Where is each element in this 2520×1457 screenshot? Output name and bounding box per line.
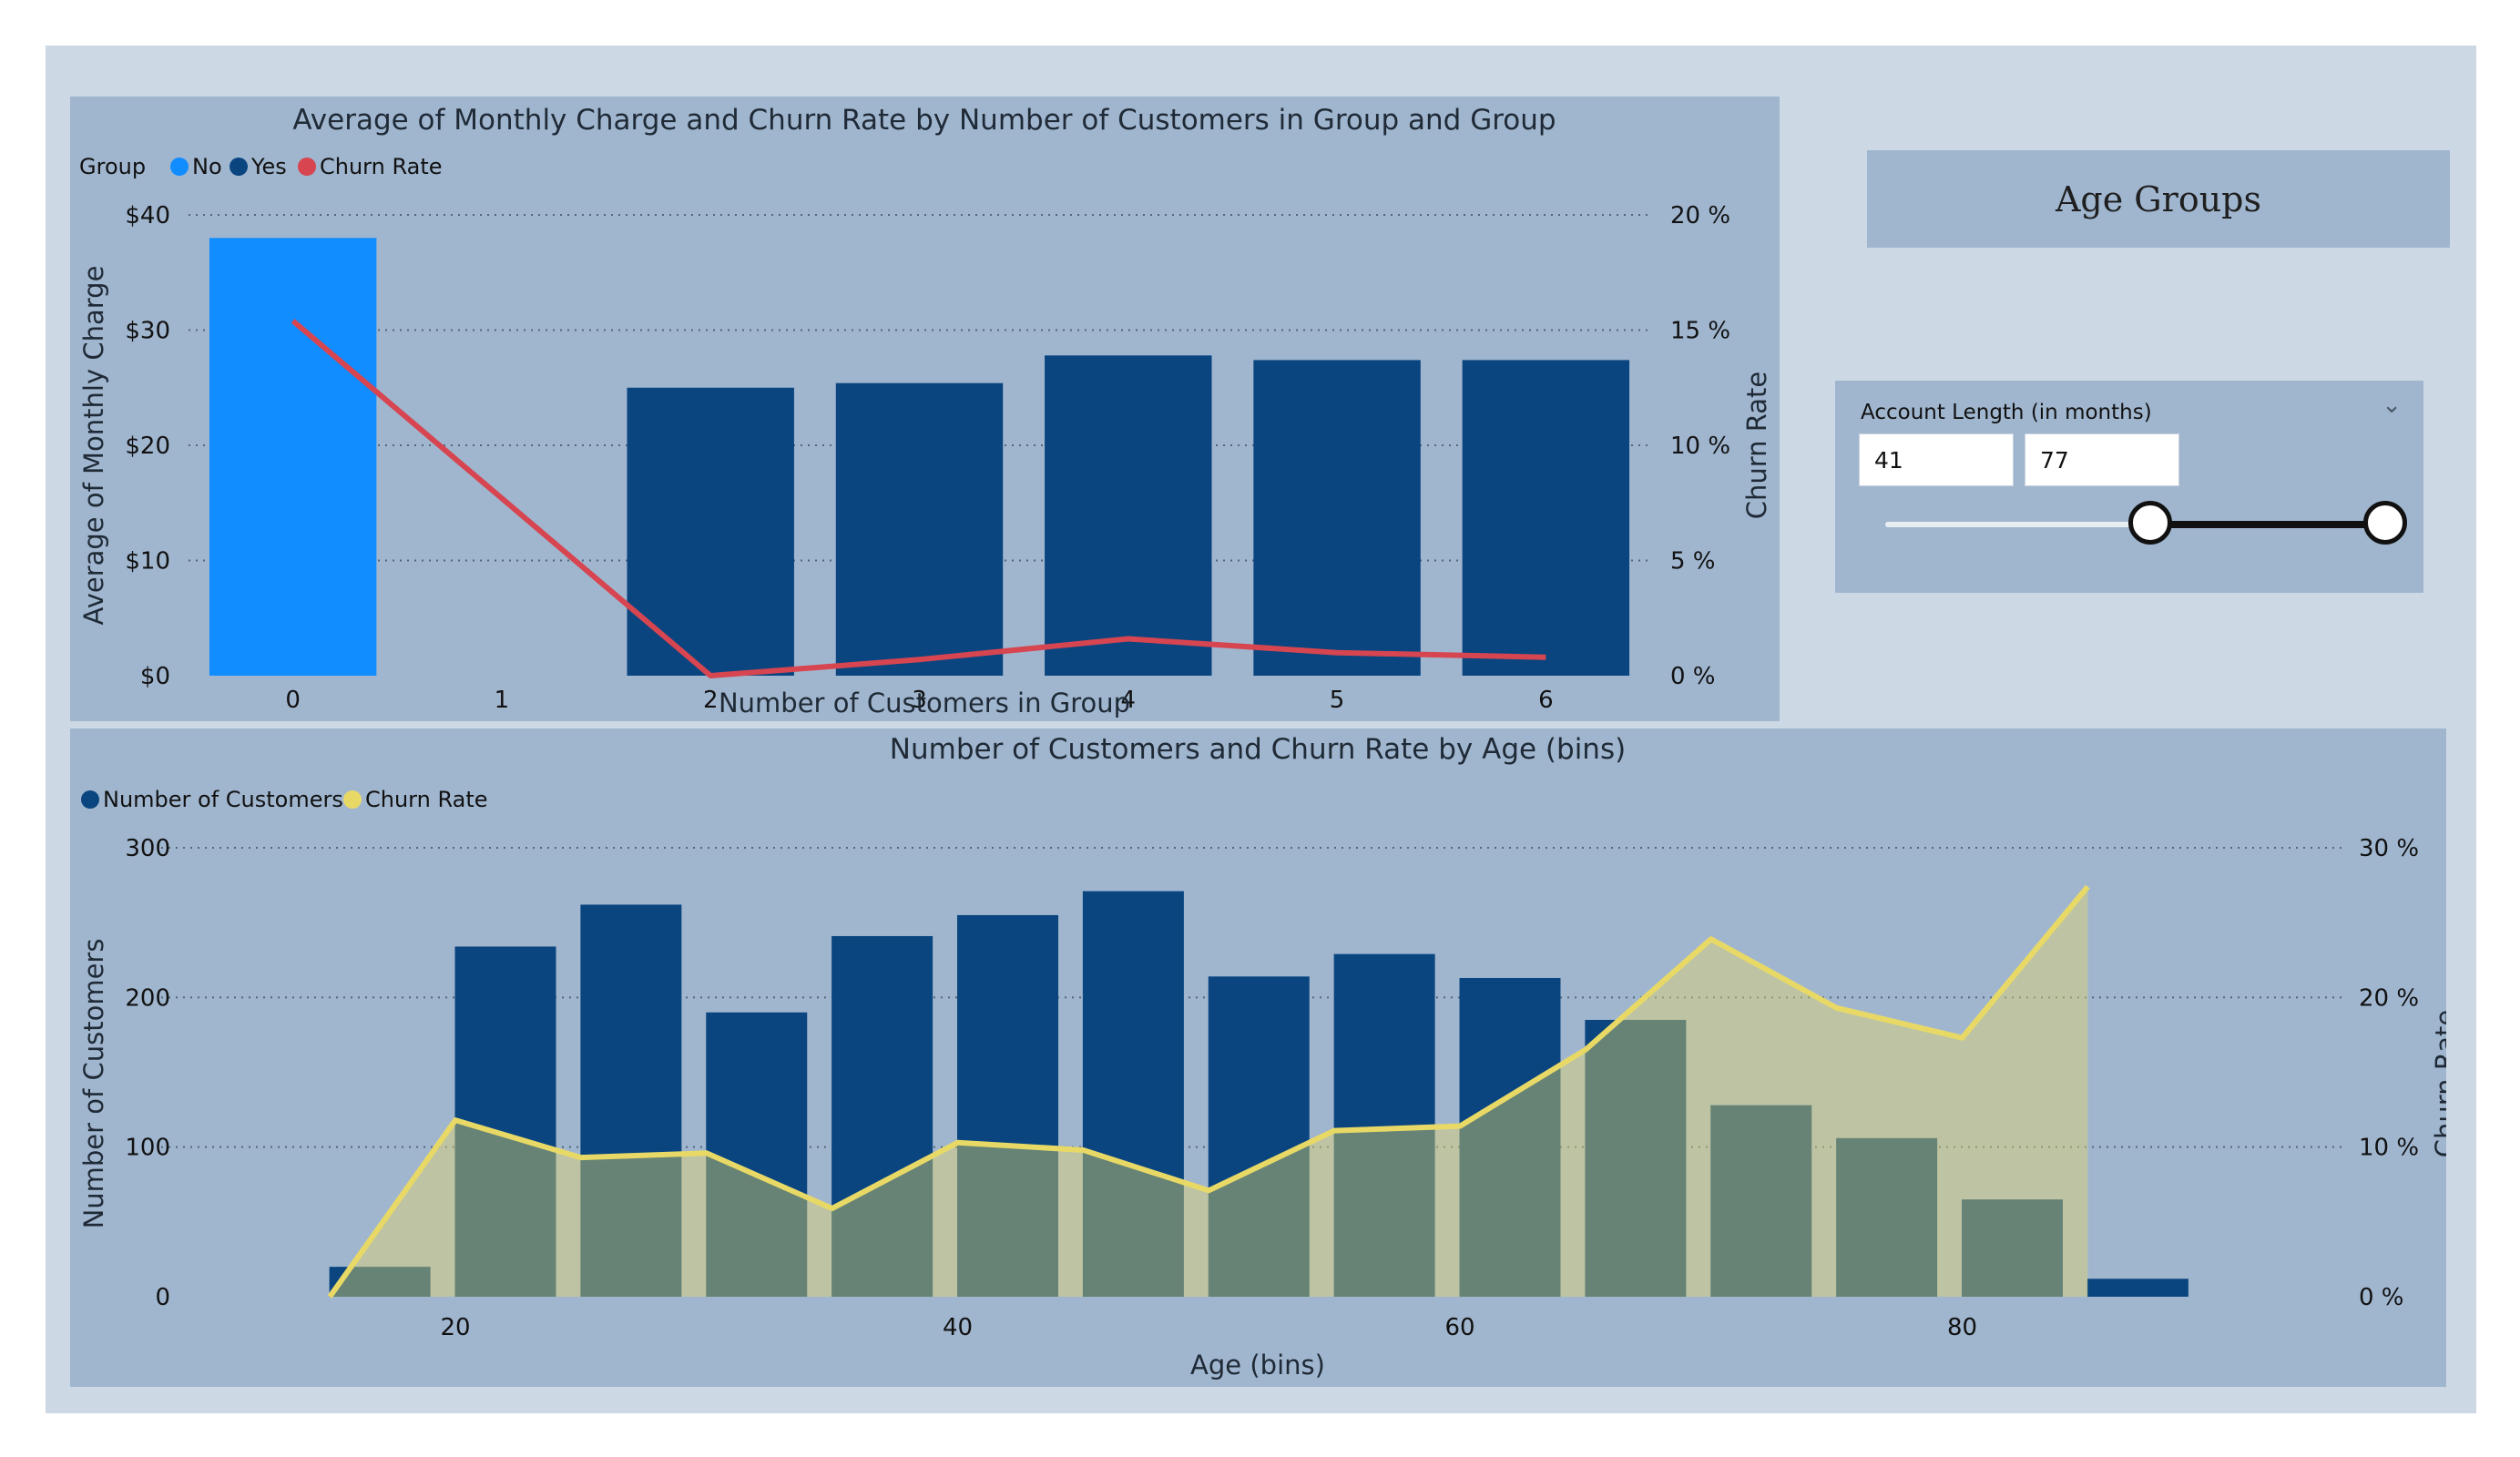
chevron-down-icon[interactable]: ⌄ [2382, 392, 2402, 419]
legend-label: Yes [250, 154, 287, 179]
y-tick-label: 0 [155, 1284, 170, 1311]
legend-label: No [192, 154, 222, 179]
x-tick-label: 60 [1444, 1314, 1474, 1341]
legend-label: Number of Customers [103, 787, 343, 812]
report-canvas: Average of Monthly Charge and Churn Rate… [46, 46, 2476, 1413]
y-tick-label: $20 [125, 433, 170, 460]
x-tick-label: 3 [912, 687, 927, 714]
legend-marker [81, 790, 99, 809]
legend-label: Churn Rate [320, 154, 443, 179]
bar [209, 238, 377, 676]
y-tick-label: 200 [125, 984, 170, 1012]
bar [627, 387, 794, 676]
bar [2086, 1279, 2188, 1297]
bar [1045, 355, 1212, 676]
account-length-slicer[interactable]: Account Length (in months) ⌄ 41 77 [1835, 381, 2423, 593]
age-groups-title: Age Groups [1867, 150, 2450, 248]
chart-title: Number of Customers and Churn Rate by Ag… [890, 733, 1626, 766]
y-tick-label: $30 [125, 318, 170, 345]
y2-tick-label: 0 % [2359, 1284, 2404, 1311]
bar [1082, 891, 1184, 1297]
bar [1459, 977, 1561, 1297]
y2-tick-label: 5 % [1670, 548, 1716, 576]
y2-axis-title: Churn Rate [2430, 1010, 2446, 1158]
x-tick-label: 1 [495, 687, 510, 714]
slicer-min-handle[interactable] [2128, 501, 2172, 545]
age-groups-title-text: Age Groups [2055, 178, 2262, 219]
x-tick-label: 5 [1330, 687, 1345, 714]
slicer-title: Account Length (in months) [1861, 401, 2152, 424]
x-tick-label: 20 [440, 1314, 470, 1341]
slicer-min-input[interactable]: 41 [1859, 433, 2014, 486]
bar [580, 904, 682, 1297]
y-tick-label: $10 [125, 548, 170, 576]
legend-title: Group [79, 154, 146, 179]
legend-label: Churn Rate [365, 787, 488, 812]
y2-tick-label: 30 % [2359, 835, 2419, 862]
x-tick-label: 40 [943, 1314, 973, 1341]
bar [1710, 1105, 1812, 1297]
x-tick-label: 80 [1947, 1314, 1977, 1341]
legend-marker [298, 158, 316, 176]
bar [835, 382, 1004, 676]
legend-marker [343, 790, 362, 809]
y2-tick-label: 20 % [2359, 984, 2419, 1012]
x-axis-title: Number of Customers in Group [719, 688, 1130, 718]
x-tick-label: 6 [1538, 687, 1554, 714]
bar [1585, 1019, 1687, 1297]
age-chart-panel: Number of Customers and Churn Rate by Ag… [70, 728, 2461, 1387]
x-axis-title: Age (bins) [1190, 1350, 1325, 1381]
bar [1962, 1199, 2063, 1297]
x-tick-label: 0 [285, 687, 301, 714]
bar [706, 1012, 808, 1297]
y2-tick-label: 10 % [2359, 1135, 2419, 1162]
y2-tick-label: 15 % [1670, 318, 1730, 345]
monthly-charge-churn-chart[interactable]: Average of Monthly Charge and Churn Rate… [70, 97, 1780, 721]
monthly-charge-chart-panel: Average of Monthly Charge and Churn Rate… [70, 97, 1780, 721]
bar [454, 946, 556, 1297]
y-axis-title: Average of Monthly Charge [78, 266, 109, 626]
slicer-max-input[interactable]: 77 [2025, 433, 2179, 486]
y2-tick-label: 10 % [1670, 433, 1730, 460]
slicer-track-selected[interactable] [2149, 521, 2386, 528]
y-axis-title: Number of Customers [78, 939, 109, 1229]
churn-rate-line [327, 884, 2090, 1299]
bar [1208, 976, 1310, 1297]
bar [1836, 1137, 1938, 1297]
y-tick-label: $40 [125, 202, 170, 229]
legend-marker [230, 158, 248, 176]
slicer-max-handle[interactable] [2363, 501, 2407, 545]
bar [831, 935, 934, 1297]
age-customers-churn-chart[interactable]: Number of Customers and Churn Rate by Ag… [70, 728, 2461, 1387]
bar [1253, 360, 1421, 676]
x-tick-label: 4 [1121, 687, 1137, 714]
y-tick-label: $0 [140, 663, 170, 690]
churn-rate-line [291, 319, 1546, 678]
bar [1462, 360, 1630, 676]
y2-tick-label: 0 % [1670, 663, 1716, 690]
y-tick-label: 100 [125, 1135, 170, 1162]
bar [957, 914, 1058, 1297]
y2-axis-title: Churn Rate [1741, 372, 1772, 520]
slicer-track-unselected[interactable] [1885, 522, 2149, 527]
legend-marker [170, 158, 189, 176]
y-tick-label: 300 [125, 835, 170, 862]
x-tick-label: 2 [703, 687, 719, 714]
chart-title: Average of Monthly Charge and Churn Rate… [292, 104, 1556, 137]
y2-tick-label: 20 % [1670, 202, 1730, 229]
churn-rate-area [330, 886, 2088, 1297]
